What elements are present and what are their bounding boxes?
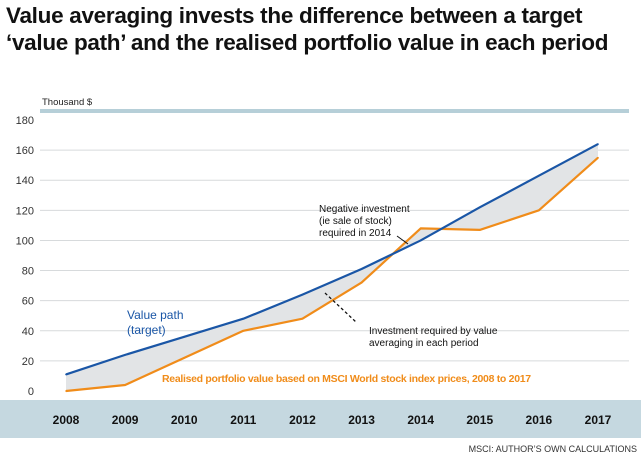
x-tick-label: 2010: [171, 413, 198, 427]
value-path-label: Value path (target): [127, 308, 187, 337]
value-path-point: [478, 206, 481, 209]
realised-portfolio-line: [65, 156, 599, 393]
realised-series-label: Realised portfolio value based on MSCI W…: [162, 373, 531, 385]
data-points: [65, 143, 599, 392]
y-axis-ticks: 0 20 40 60 80 100 120 140 160 180: [16, 115, 34, 398]
realised-point: [242, 329, 245, 332]
x-tick-label: 2008: [53, 413, 80, 427]
realised-point: [478, 229, 481, 231]
y-tick-label: 20: [22, 356, 34, 368]
realised-point: [419, 227, 422, 230]
x-tick-label: 2017: [585, 413, 612, 427]
x-tick-label: 2013: [348, 413, 375, 427]
value-path-label-line1: Value path: [127, 308, 184, 322]
realised-point: [65, 390, 67, 392]
value-path-point: [360, 268, 363, 270]
y-tick-label: 0: [28, 386, 34, 398]
annotation-line: Negative investment: [319, 204, 410, 215]
y-tick-label: 180: [16, 115, 34, 127]
value-path-point: [242, 317, 245, 320]
y-tick-label: 40: [22, 326, 34, 338]
chart-title: Value averaging invests the difference b…: [6, 3, 609, 55]
value-path-point: [597, 143, 599, 145]
x-axis-band: [0, 400, 641, 438]
realised-point: [183, 357, 186, 359]
x-tick-label: 2011: [230, 413, 256, 427]
value-path-point: [124, 354, 126, 356]
y-tick-label: 120: [16, 205, 34, 217]
x-tick-label: 2009: [112, 413, 139, 427]
investment-required-leader: [324, 292, 357, 323]
y-axis-unit-label: Thousand $: [42, 97, 93, 108]
realised-point: [597, 156, 599, 159]
x-tick-label: 2012: [289, 413, 316, 427]
y-tick-label: 100: [16, 235, 34, 247]
value-path-point: [419, 239, 422, 242]
y-tick-label: 140: [16, 175, 34, 187]
x-axis-ticks: 2008 2009 2010 2011 2012 2013 2014 2015 2016 2017: [53, 413, 612, 427]
annotation-line: averaging in each period: [369, 338, 479, 349]
realised-point: [538, 209, 540, 212]
value-path-point: [65, 373, 67, 376]
value-path-point: [183, 336, 186, 338]
x-tick-label: 2014: [407, 413, 434, 427]
value-path-label-line2: (target): [127, 323, 166, 337]
realised-point: [360, 281, 363, 284]
investment-required-annotation: Investment required by value averaging i…: [369, 326, 500, 349]
realised-point: [124, 384, 126, 386]
y-tick-label: 160: [16, 145, 34, 157]
annotation-line: (ie sale of stock): [319, 216, 392, 227]
value-path-line: [65, 143, 599, 376]
realised-point: [301, 317, 304, 320]
x-tick-label: 2015: [466, 413, 493, 427]
negative-investment-leader: [396, 235, 409, 245]
y-tick-label: 80: [22, 266, 34, 278]
x-tick-label: 2016: [526, 413, 553, 427]
source-note: MSCI: AUTHOR’S OWN CALCULATIONS: [468, 444, 637, 454]
annotation-line: Investment required by value: [369, 326, 498, 337]
annotation-line: required in 2014: [319, 228, 392, 239]
negative-investment-annotation: Negative investment (ie sale of stock) r…: [319, 204, 412, 239]
value-path-point: [301, 293, 304, 296]
investment-gap-area: [66, 144, 598, 391]
value-path-point: [538, 174, 540, 177]
y-tick-label: 60: [22, 296, 34, 308]
